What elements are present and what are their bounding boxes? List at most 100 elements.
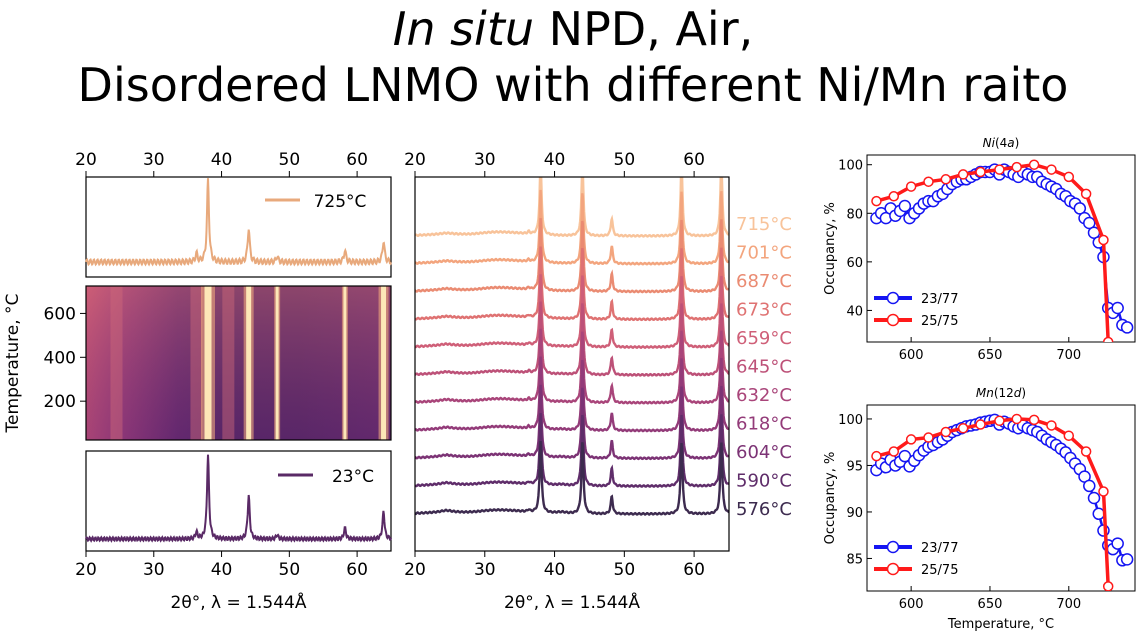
heatmap-bright-line — [343, 286, 347, 440]
heatmap-bright-line — [275, 286, 279, 440]
ni-4a-legend-marker — [886, 291, 900, 305]
top-legend-label: 725°C — [314, 192, 367, 212]
mn-12d-data-point — [1098, 486, 1109, 497]
heatmap-y-tick-label: 400 — [44, 348, 76, 368]
stacked-temperature-label: 673°C — [736, 300, 792, 321]
mn-12d-legend-marker — [886, 562, 900, 576]
mn-12d-data-point — [1120, 553, 1134, 566]
ni-4a-frame — [866, 154, 1136, 343]
stacked-trace — [415, 301, 729, 377]
mn-12d-legend-label: 25/75 — [921, 563, 958, 578]
heatmap-y-label: Temperature, °C — [3, 294, 23, 434]
ni-4a-y-tick-label: 60 — [846, 256, 863, 271]
stacked-frame — [414, 176, 730, 552]
bottom-pattern-line — [85, 454, 392, 543]
mn-12d-y-tick-label: 90 — [846, 506, 863, 521]
ni-4a-title: Ni(4a) — [983, 136, 1020, 150]
mn-12d-data-point — [1083, 479, 1096, 493]
stacked-x-tick-label-bottom: 50 — [614, 560, 636, 580]
mn-12d-legend-marker — [886, 540, 900, 554]
stacked-x-tick-label-top: 60 — [683, 150, 705, 170]
mn-12d-data-point — [871, 450, 882, 462]
bottom-x-tick-label: 20 — [75, 560, 97, 580]
stacked-patterns-panel: 715°C 701°C 687°C 673°C 659°C 645°C 632°C 618°C… — [404, 150, 792, 613]
stacked-x-tick-label-top: 50 — [614, 150, 636, 170]
mn-12d-y-tick-label: 100 — [838, 413, 863, 428]
stacked-x-tick-label-top: 20 — [404, 150, 426, 170]
bottom-pattern-frame — [85, 450, 392, 552]
heatmap-bright-line — [246, 286, 252, 440]
bottom-legend-label: 23°C — [332, 467, 374, 487]
heatmap-diffuse-band — [190, 286, 203, 440]
top-pattern-line — [85, 178, 392, 267]
stacked-trace — [415, 274, 729, 349]
ni-4a-y-tick-label: 40 — [846, 304, 863, 319]
stacked-x-tick-label-top: 30 — [474, 150, 496, 170]
stacked-temperature-label: 687°C — [736, 271, 792, 292]
ni-4a-data — [870, 159, 1134, 342]
heatmap-diffuse-band — [222, 286, 235, 440]
stacked-x-tick-label-top: 40 — [544, 150, 566, 170]
mn-12d-x-tick-label: 700 — [1056, 597, 1081, 612]
ni-4a-data-point — [1063, 171, 1075, 183]
stacked-temperature-label: 645°C — [736, 357, 792, 378]
bottom-x-tick-label: 50 — [279, 560, 301, 580]
heatmap-y-tick-label: 600 — [44, 304, 76, 324]
ni-4a-data-point — [957, 169, 969, 180]
bottom-x-tick-label: 60 — [346, 560, 368, 580]
stacked-temperature-label: 604°C — [736, 442, 792, 463]
top-x-tick-label: 60 — [346, 150, 368, 170]
ni-4a-data-point — [1073, 202, 1087, 215]
top-x-tick-label: 40 — [211, 150, 233, 170]
mn-12d-data-point — [1011, 413, 1023, 425]
stacked-temperature-label: 590°C — [736, 471, 792, 492]
ni-4a-data-point — [1111, 301, 1124, 315]
stacked-x-tick-label-bottom: 40 — [544, 560, 566, 580]
ni-4a-data-point — [1046, 164, 1057, 175]
ni-4a-y-label: Occupancy, % — [823, 202, 838, 295]
mn-12d-data-point — [1080, 446, 1092, 457]
temperature-map-panel: 200 400 600 Temperature, °C — [3, 285, 392, 441]
ni-4a-data-point — [1102, 336, 1114, 342]
stacked-x-tick-label-bottom: 20 — [404, 560, 426, 580]
mn-12d-title: Mn(12d) — [976, 386, 1026, 400]
stacked-trace — [415, 189, 729, 266]
ni-4a-data-point — [975, 166, 986, 178]
mn-12d-data-point — [957, 423, 969, 434]
bottom-x-tick-label: 30 — [143, 560, 165, 580]
mn-12d-data-point — [975, 419, 986, 430]
mn-12d-y-label: Occupancy, % — [823, 452, 838, 545]
ni-4a-data-point — [871, 195, 882, 207]
title-rest: NPD, Air, — [534, 2, 754, 56]
heatmap-fade-overlay — [86, 286, 391, 440]
ni-4a-data-point — [1083, 216, 1096, 230]
mn-12d-x-label: Temperature, °C — [947, 617, 1054, 632]
mn-12d-data-point — [1102, 581, 1114, 591]
mn-12d-data-point — [994, 415, 1005, 427]
ni-4a-data-point — [905, 181, 917, 192]
ni-4a-legend-marker — [886, 313, 900, 327]
stacked-x-tick-label-bottom: 60 — [683, 560, 705, 580]
mn-12d-data-point — [888, 446, 900, 457]
mn-12d-legend-label: 23/77 — [921, 541, 958, 556]
ni-4a-data-point — [888, 191, 900, 202]
ni-4a-x-tick-label: 650 — [978, 348, 1003, 363]
title-line-1: In situ NPD, Air, — [0, 2, 1146, 56]
heatmap-bright-line — [204, 286, 212, 440]
stacked-trace — [415, 441, 729, 516]
stacked-temperature-label: 659°C — [736, 328, 792, 349]
bottom-x-label: 2θ°, λ = 1.544Å — [171, 591, 307, 613]
stacked-trace — [415, 413, 729, 488]
stacked-traces — [415, 177, 729, 516]
ni-4a-x-tick-label: 600 — [899, 348, 924, 363]
stacked-temperature-label: 715°C — [736, 214, 792, 235]
title-line-2: Disordered LNMO with different Ni/Mn rai… — [77, 58, 1069, 112]
bottom-x-tick-label: 40 — [211, 560, 233, 580]
mn-12d-data-point — [905, 434, 917, 445]
mn-12d-data — [870, 413, 1134, 591]
heatmap-bright-line — [381, 286, 387, 440]
heatmap-y-tick-label: 200 — [44, 392, 76, 412]
stacked-trace — [415, 384, 729, 461]
mn-12d-data-point — [1028, 414, 1040, 426]
